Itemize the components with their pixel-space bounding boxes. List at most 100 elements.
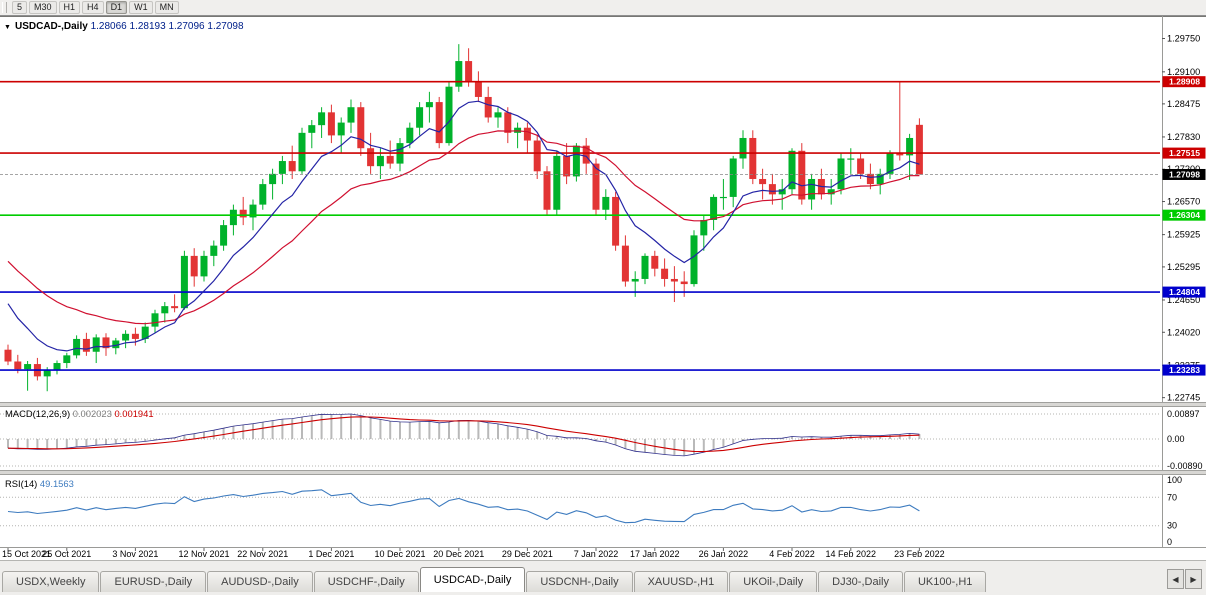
candle-body	[886, 153, 894, 174]
macd-bar	[379, 419, 382, 439]
macd-bar	[536, 431, 539, 439]
time-axis-label: 20 Dec 2021	[433, 549, 484, 559]
timeframe-buttons: 5 M30 H1 H4 D1 W1 MN	[12, 1, 179, 14]
chart-tab-usdxweekly[interactable]: USDX,Weekly	[2, 571, 100, 592]
candle-body	[572, 145, 580, 177]
chart-tab-audusddaily[interactable]: AUDUSD-,Daily	[207, 571, 313, 592]
chart-tab-usdcnhdaily[interactable]: USDCNH-,Daily	[526, 571, 633, 592]
candle	[180, 250, 188, 310]
candle-body	[612, 196, 620, 246]
macd-bar	[487, 422, 490, 439]
candle-body	[4, 349, 12, 362]
candle-body	[719, 196, 727, 199]
candle-body	[416, 107, 424, 128]
chart-tab-eurusddaily[interactable]: EURUSD-,Daily	[100, 571, 207, 592]
tab-scroll-left-icon[interactable]: ◀	[1167, 569, 1184, 589]
macd-bar	[555, 436, 558, 439]
candle	[465, 48, 473, 87]
candle-body	[563, 155, 571, 177]
candle-body	[484, 96, 492, 118]
timeframe-button-mn[interactable]: MN	[154, 1, 179, 14]
macd-bar	[418, 421, 421, 439]
candle	[906, 133, 914, 181]
candle	[171, 294, 179, 313]
candle	[92, 334, 100, 364]
candle-body	[82, 338, 90, 352]
timeframe-button-d1[interactable]: D1	[105, 1, 128, 14]
candle-body	[592, 163, 600, 210]
chart-tab-xauusdh1[interactable]: XAUUSD-,H1	[633, 571, 729, 592]
candle	[220, 219, 228, 251]
macd-bar	[830, 437, 833, 439]
candle-body	[122, 333, 130, 341]
timeframe-button-5[interactable]: 5	[12, 1, 28, 14]
candle-body	[857, 158, 865, 174]
macd-bar	[438, 422, 441, 439]
candle-body	[445, 86, 453, 144]
macd-bar	[154, 439, 156, 441]
macd-bar	[526, 429, 529, 439]
macd-bar	[467, 420, 470, 439]
macd-rsi-separator	[0, 470, 1206, 475]
candle-body	[866, 173, 874, 185]
candle-body	[308, 125, 316, 133]
timeframe-button-w1[interactable]: W1	[129, 1, 153, 14]
macd-bar	[350, 414, 352, 439]
candle	[543, 166, 551, 215]
candle-body	[131, 333, 139, 339]
macd-bar	[359, 415, 362, 439]
toolbar-grip[interactable]	[2, 2, 7, 13]
macd-bar	[36, 439, 39, 450]
macd-bar	[163, 438, 166, 440]
macd-bar	[575, 437, 578, 439]
price-tag: 1.26304	[1162, 209, 1206, 221]
candle-body	[14, 361, 22, 370]
candle-body	[112, 340, 120, 349]
macd-bar	[56, 439, 58, 449]
candle-body	[494, 112, 502, 118]
time-axis-label: 26 Jan 2022	[699, 549, 749, 559]
rsi-scale-label: 100	[1167, 475, 1182, 485]
macd-bar	[565, 437, 568, 439]
candle	[837, 153, 845, 195]
candle	[141, 322, 149, 344]
macd-bar	[134, 439, 137, 443]
chart-tab-usdcaddaily[interactable]: USDCAD-,Daily	[419, 567, 526, 592]
candle	[259, 178, 267, 210]
macd-bar	[340, 414, 343, 439]
macd-bar	[124, 439, 127, 443]
candle-body	[651, 255, 659, 269]
macd-bar	[144, 439, 147, 442]
macd-bar	[908, 433, 911, 439]
price-chart-canvas[interactable]: 1.297501.291001.284751.278301.272001.265…	[0, 16, 1206, 560]
candle-body	[53, 363, 61, 370]
candle	[122, 330, 130, 349]
timeframe-button-m30[interactable]: M30	[29, 1, 57, 14]
time-axis-label: 1 Dec 2021	[308, 549, 354, 559]
timeframe-button-h4[interactable]: H4	[82, 1, 104, 14]
price-tag-bg	[1162, 209, 1206, 221]
candle-body	[386, 155, 394, 164]
macd-bar	[840, 436, 842, 439]
candle	[200, 250, 208, 282]
price-tag-bg	[1162, 364, 1206, 376]
time-axis-label: 10 Dec 2021	[374, 549, 425, 559]
macd-bar	[7, 439, 9, 449]
y-axis-label: 1.24020	[1167, 327, 1200, 337]
time-axis-label: 22 Nov 2021	[237, 549, 288, 559]
candle-body	[827, 189, 835, 195]
chart-tab-dj30daily[interactable]: DJ30-,Daily	[818, 571, 903, 592]
tab-scroll-right-icon[interactable]: ▶	[1185, 569, 1202, 589]
chart-tab-usdchfdaily[interactable]: USDCHF-,Daily	[313, 571, 419, 592]
candle-body	[915, 124, 923, 175]
chart-tab-uk100h1[interactable]: UK100-,H1	[903, 571, 987, 592]
candle	[788, 148, 796, 195]
chart-tab-ukoildaily[interactable]: UKOil-,Daily	[729, 571, 818, 592]
candle	[112, 337, 120, 355]
macd-bar	[810, 436, 813, 439]
y-axis-label: 1.27830	[1167, 132, 1200, 142]
timeframe-button-h1[interactable]: H1	[58, 1, 81, 14]
macd-bar	[634, 439, 637, 452]
